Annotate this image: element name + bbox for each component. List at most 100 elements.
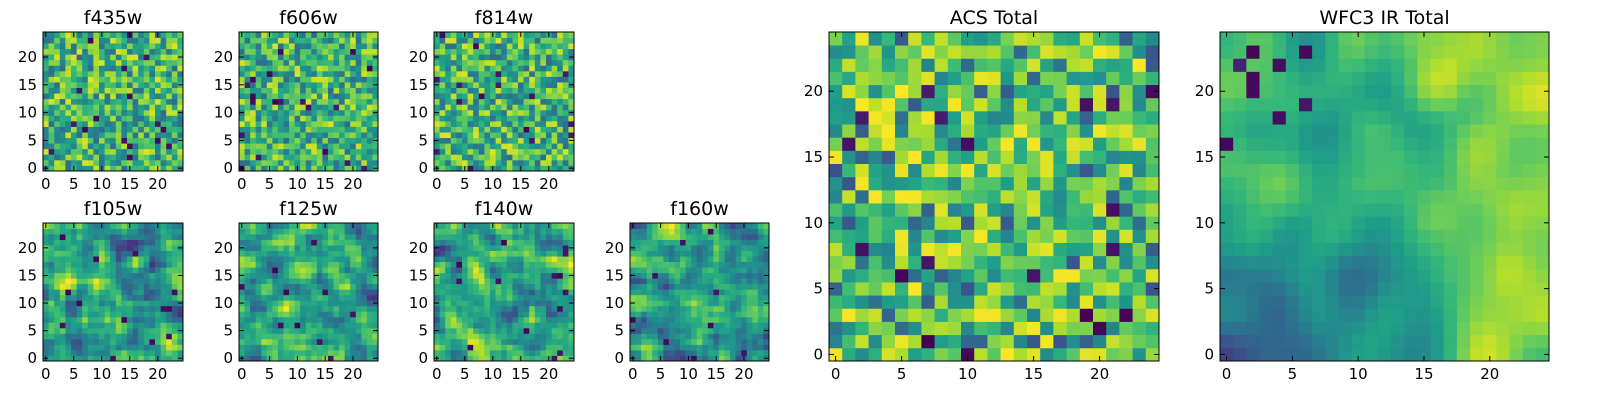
heatmap-cell	[1027, 308, 1041, 322]
heatmap-cell	[974, 268, 988, 283]
heatmap-cell	[557, 344, 564, 351]
heatmap-cell	[115, 322, 122, 329]
heatmap-cell	[48, 228, 55, 235]
heatmap-cell	[512, 305, 519, 312]
heatmap-cell	[143, 48, 150, 55]
heatmap-cell	[339, 76, 346, 83]
heatmap-cell	[551, 239, 558, 246]
heatmap-cell	[138, 59, 145, 66]
heatmap-cell	[540, 65, 547, 72]
heatmap-cell	[757, 261, 764, 268]
heatmap-cell	[333, 327, 340, 334]
heatmap-cell	[1027, 242, 1041, 257]
heatmap-cell	[255, 349, 262, 356]
heatmap-cell	[71, 333, 77, 340]
heatmap-cell	[523, 239, 530, 246]
heatmap-cell	[1079, 321, 1094, 336]
heatmap-cell	[115, 267, 122, 274]
heatmap-cell	[138, 355, 145, 362]
heatmap-cell	[652, 245, 659, 251]
heatmap-cell	[322, 245, 329, 251]
heatmap-cell	[557, 120, 564, 127]
heatmap-cell	[71, 305, 77, 312]
heatmap-cell	[110, 250, 117, 257]
heatmap-cell	[763, 333, 770, 340]
heatmap-cell	[283, 32, 290, 38]
heatmap-cell	[529, 283, 536, 290]
heatmap-cell	[93, 126, 100, 133]
heatmap-cell	[250, 159, 257, 166]
heatmap-cell	[344, 234, 351, 240]
heatmap-cell	[696, 300, 703, 307]
heatmap-cell	[350, 256, 357, 263]
heatmap-cell	[439, 256, 446, 263]
x-tick-label: 0	[41, 175, 51, 193]
heatmap-cell	[99, 239, 105, 246]
heatmap-cell	[110, 137, 117, 144]
heatmap-cell	[110, 70, 117, 77]
heatmap-cell	[311, 48, 318, 55]
heatmap-cell	[155, 43, 161, 50]
heatmap-cell	[529, 93, 536, 100]
heatmap-cell	[316, 261, 323, 268]
heatmap-cell	[490, 261, 496, 268]
heatmap-cell	[344, 338, 351, 345]
y-tick-label: 15	[409, 76, 428, 94]
heatmap-cell	[289, 355, 295, 362]
heatmap-cell	[730, 272, 737, 279]
heatmap-cell	[255, 115, 262, 122]
heatmap-cell	[283, 48, 290, 55]
heatmap-cell	[529, 82, 536, 88]
heatmap-cell	[59, 344, 66, 351]
heatmap-cell	[71, 283, 77, 290]
heatmap-cell	[478, 300, 485, 307]
heatmap-cell	[473, 245, 480, 251]
heatmap-cell	[1119, 163, 1133, 178]
heatmap-cell	[652, 294, 659, 301]
heatmap-cell	[707, 272, 714, 279]
heatmap-cell	[350, 148, 357, 155]
heatmap-cell	[568, 120, 575, 127]
heatmap-cell	[155, 300, 161, 307]
heatmap-cell	[143, 245, 150, 251]
heatmap-cell	[327, 283, 334, 290]
heatmap-cell	[506, 148, 513, 155]
heatmap-cell	[562, 322, 569, 329]
y-tick-label: 15	[214, 76, 233, 94]
heatmap-cell	[244, 132, 251, 139]
heatmap-cell	[300, 333, 307, 340]
heatmap-cell	[350, 344, 357, 351]
heatmap-cell	[372, 120, 379, 127]
heatmap-cell	[294, 245, 301, 251]
heatmap-cell	[87, 132, 94, 139]
heatmap-cell	[333, 344, 340, 351]
heatmap-cell	[685, 294, 692, 301]
heatmap-cell	[512, 59, 519, 66]
heatmap-cell	[557, 272, 564, 279]
heatmap-cell	[473, 234, 480, 240]
heatmap-cell	[316, 98, 323, 105]
heatmap-cell	[562, 98, 569, 105]
heatmap-cell	[127, 289, 133, 296]
heatmap-cell	[657, 289, 664, 296]
heatmap-cell	[462, 109, 468, 116]
heatmap-cell	[372, 316, 379, 323]
heatmap-cell	[630, 228, 636, 235]
heatmap-cell	[76, 300, 83, 307]
heatmap-cell	[160, 267, 167, 274]
heatmap-cell	[512, 65, 519, 72]
heatmap-cell	[99, 70, 105, 77]
heatmap-cell	[277, 349, 284, 356]
heatmap-cell	[646, 223, 653, 229]
heatmap-cell	[484, 87, 491, 94]
heatmap-cell	[138, 245, 145, 251]
heatmap-cell	[557, 239, 564, 246]
heatmap-cell	[557, 159, 564, 166]
heatmap-cell	[450, 322, 457, 329]
heatmap-cell	[239, 267, 245, 274]
heatmap-cell	[244, 115, 251, 122]
heatmap-cell	[518, 300, 524, 307]
heatmap-cell	[529, 54, 536, 61]
heatmap-cell	[434, 120, 440, 127]
heatmap-cell	[76, 261, 83, 268]
